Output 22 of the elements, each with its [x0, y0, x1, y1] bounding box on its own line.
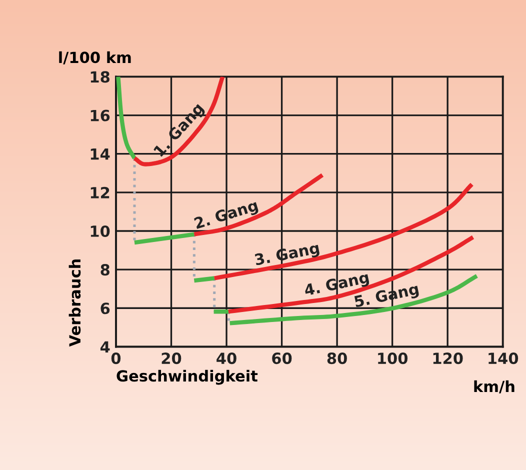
x-tick-label: 140 — [488, 352, 518, 364]
text: l/100 km — [59, 51, 131, 64]
y-tick-label: 14 — [90, 148, 110, 160]
y-tick-label: 16 — [90, 110, 110, 122]
x-tick-label: 100 — [378, 352, 408, 364]
y-tick-label: 12 — [90, 186, 110, 198]
y-tick-label: 4 — [100, 341, 110, 353]
y-tick-label: 8 — [100, 264, 110, 276]
y-axis-title: Verbrauch — [68, 259, 81, 347]
x-tick-label: 60 — [272, 352, 292, 364]
x-tick-label: 40 — [216, 352, 236, 364]
x-tick-label: 20 — [162, 352, 182, 364]
x-tick-label: 120 — [433, 352, 463, 364]
annotation: 2. Gang — [194, 199, 260, 232]
y-tick-label: 6 — [100, 302, 110, 314]
y-tick-label: 18 — [90, 71, 110, 83]
y-tick-label: 10 — [90, 225, 110, 238]
x-tick-label: 80 — [327, 352, 347, 364]
x-tick-label: 0 — [111, 352, 121, 364]
annotation: 3. Gang — [254, 242, 320, 269]
x-axis-title: Geschwindigkeit — [116, 370, 258, 385]
text: km/h — [474, 380, 514, 394]
